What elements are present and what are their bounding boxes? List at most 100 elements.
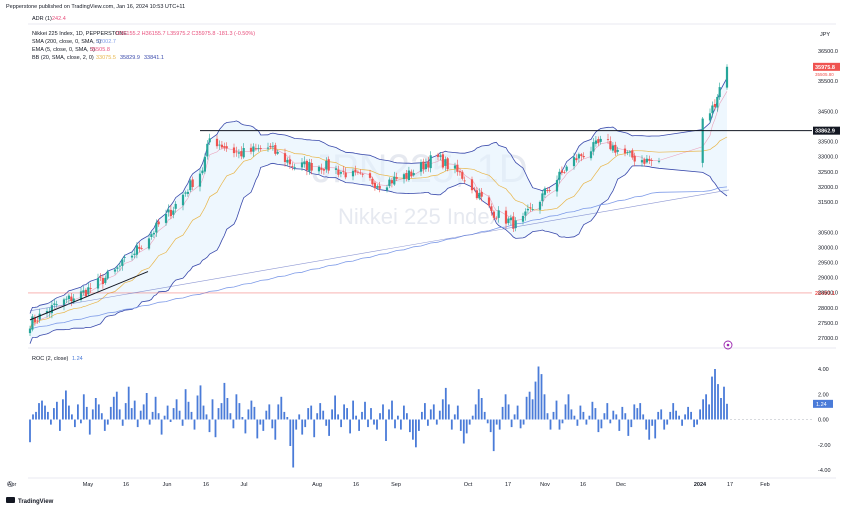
candle-body: [402, 174, 406, 180]
candles: [28, 64, 729, 336]
candle-body: [371, 178, 374, 185]
roc-bar: [567, 394, 570, 420]
candle-body: [478, 192, 481, 199]
roc-bar: [403, 405, 405, 420]
tradingview-logo: TradingView: [6, 497, 54, 505]
clock-icon[interactable]: [723, 340, 733, 350]
price-tick-label: 29500.0: [818, 260, 838, 266]
roc-bar: [130, 408, 133, 420]
roc-bar: [424, 403, 426, 420]
time-tick-label: Dec: [616, 482, 626, 488]
roc-bar: [100, 413, 103, 420]
candle-body: [444, 159, 447, 166]
roc-bar: [489, 419, 492, 433]
roc-bar: [391, 400, 393, 420]
roc-bar: [421, 411, 423, 420]
roc-bar: [274, 419, 277, 440]
roc-bar: [669, 411, 672, 420]
tv-brand: TradingView: [18, 499, 54, 505]
roc-bar: [525, 396, 528, 420]
candle-body: [487, 197, 491, 206]
roc-bar: [675, 410, 677, 420]
trendline-long: [29, 189, 730, 312]
roc-tick-label: 0.00: [818, 418, 829, 424]
roc-bar: [109, 406, 112, 420]
candle-body: [606, 139, 610, 140]
candle-body: [218, 144, 221, 146]
candle-body: [101, 278, 104, 284]
candle-body: [342, 170, 345, 172]
candle-body: [237, 152, 240, 154]
roc-bar: [373, 419, 375, 425]
candle-body: [368, 173, 372, 178]
candle-body: [65, 298, 68, 300]
candle-body: [257, 148, 260, 149]
time-tick-label: Sep: [391, 482, 401, 488]
candle-body: [589, 151, 593, 159]
roc-bar: [456, 405, 459, 420]
time-tick-label: Feb: [760, 482, 769, 488]
roc-bar: [648, 419, 651, 440]
candle-body: [198, 173, 202, 187]
candle-body: [359, 172, 362, 174]
roc-bar: [468, 419, 471, 425]
roc-bar: [103, 419, 106, 431]
candle-body: [422, 161, 425, 170]
roc-bar: [295, 419, 298, 430]
candle-body: [28, 328, 32, 334]
roc-tick-label: -4.00: [818, 468, 831, 474]
roc-bar: [349, 419, 351, 434]
roc-bar: [367, 419, 369, 428]
current-price-sublabel: 35505.80: [815, 72, 834, 77]
roc-bar: [244, 419, 247, 434]
roc-tick-label: 2.00: [818, 392, 829, 398]
candle-body: [225, 146, 228, 149]
price-tick-label: 31500.0: [818, 200, 838, 206]
roc-bar: [80, 419, 82, 424]
roc-bar: [621, 406, 624, 420]
candle-body: [55, 304, 58, 306]
candle-body: [645, 158, 648, 163]
roc-bar: [286, 417, 289, 420]
roc-bar: [660, 409, 663, 420]
candle-body: [497, 210, 500, 218]
watermark-name: Nikkei 225 Index: [338, 204, 501, 229]
roc-bar: [250, 400, 253, 420]
candle-body: [300, 162, 304, 168]
candle-body: [118, 265, 121, 267]
roc-bar: [435, 419, 438, 425]
candle-body: [631, 150, 634, 158]
candle-body: [189, 180, 192, 191]
candle-body: [293, 167, 296, 168]
candle-body: [152, 232, 155, 235]
candle-body: [288, 159, 291, 165]
roc-bar: [268, 404, 271, 420]
candle-body: [718, 87, 721, 98]
candle-body: [174, 203, 177, 209]
bb-label: BB (20, SMA, close, 2, 0): [32, 55, 94, 61]
candle-body: [424, 163, 427, 170]
candle-body: [249, 147, 253, 152]
price-tick-label: 35500.0: [818, 79, 838, 85]
time-tick-label: Nov: [540, 482, 550, 488]
settings-icon[interactable]: [7, 481, 13, 487]
candle-body: [458, 171, 461, 173]
roc-bar: [247, 409, 250, 420]
time-tick-label: Oct: [464, 482, 473, 488]
candle-body: [276, 151, 279, 154]
roc-bar: [328, 419, 330, 436]
adr-legend: ADR (1) 242.4: [32, 16, 66, 22]
roc-tick-label: -2.00: [818, 443, 831, 449]
candle-body: [597, 139, 600, 144]
roc-bar: [657, 411, 660, 420]
roc-bar: [112, 396, 115, 420]
candle-body: [303, 161, 306, 165]
price-tick-label: 32500.0: [818, 170, 838, 176]
candle-body: [89, 288, 92, 289]
time-tick-label: 17: [505, 482, 511, 488]
candle-body: [334, 168, 338, 170]
roc-bar: [56, 401, 58, 420]
candle-body: [388, 179, 391, 187]
roc-bar: [340, 419, 342, 428]
